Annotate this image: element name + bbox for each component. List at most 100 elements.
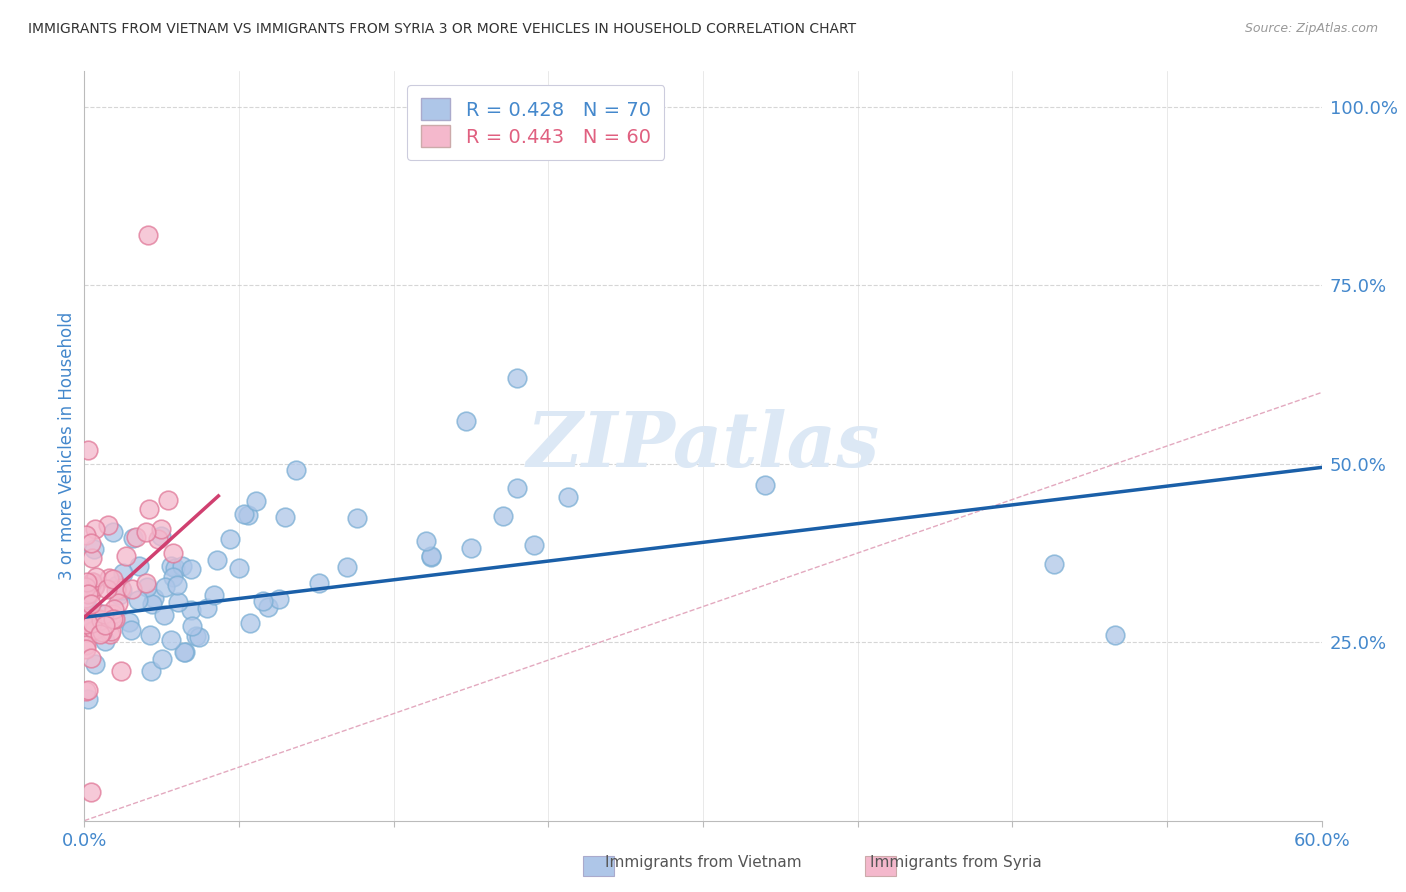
- Point: [91, 625, 114, 640]
- Point: [110, 582, 132, 596]
- Point: [80, 586, 103, 600]
- Point: [336, 559, 359, 574]
- Point: [79, 785, 101, 799]
- Point: [82, 574, 104, 589]
- Point: [75, 642, 97, 657]
- Point: [111, 583, 134, 598]
- Point: [162, 570, 184, 584]
- Point: [506, 482, 529, 496]
- Point: [84, 615, 107, 630]
- Point: [100, 624, 122, 638]
- Point: [75, 580, 97, 594]
- Point: [80, 597, 103, 611]
- Point: [233, 507, 256, 521]
- Point: [75, 638, 97, 652]
- Point: [93, 607, 115, 621]
- Point: [170, 559, 193, 574]
- Point: [173, 645, 195, 659]
- Point: [120, 623, 142, 637]
- Point: [83, 580, 105, 594]
- Point: [96, 582, 118, 597]
- Point: [150, 652, 173, 666]
- Text: Source: ZipAtlas.com: Source: ZipAtlas.com: [1244, 22, 1378, 36]
- Point: [136, 580, 159, 594]
- Point: [162, 546, 184, 560]
- Point: [75, 591, 97, 605]
- Point: [180, 602, 202, 616]
- Point: [89, 612, 111, 626]
- Point: [1104, 628, 1126, 642]
- Point: [98, 627, 121, 641]
- Point: [101, 524, 124, 539]
- Point: [269, 592, 291, 607]
- Point: [150, 522, 173, 536]
- Point: [308, 576, 330, 591]
- Point: [101, 607, 124, 621]
- Text: Immigrants from Syria: Immigrants from Syria: [870, 855, 1042, 870]
- Point: [79, 625, 101, 640]
- Point: [135, 524, 157, 539]
- Point: [97, 517, 120, 532]
- Point: [1042, 557, 1064, 571]
- Point: [202, 588, 225, 602]
- Point: [146, 533, 169, 547]
- Point: [460, 541, 482, 556]
- Point: [110, 665, 132, 679]
- Point: [104, 612, 127, 626]
- Point: [75, 617, 97, 632]
- Point: [124, 530, 146, 544]
- Point: [205, 553, 228, 567]
- Point: [83, 623, 105, 637]
- Point: [141, 597, 163, 611]
- Point: [105, 582, 128, 597]
- Point: [136, 228, 159, 243]
- Point: [492, 508, 515, 523]
- Point: [80, 535, 103, 549]
- Point: [114, 549, 136, 564]
- Point: [139, 664, 162, 678]
- Point: [80, 650, 103, 665]
- Point: [184, 629, 207, 643]
- Point: [84, 570, 107, 584]
- Point: [76, 575, 98, 590]
- Point: [94, 633, 117, 648]
- Point: [150, 528, 173, 542]
- Point: [82, 615, 104, 630]
- Point: [75, 528, 97, 542]
- Point: [156, 493, 179, 508]
- Point: [75, 611, 97, 625]
- Point: [128, 558, 150, 573]
- Point: [121, 582, 143, 596]
- Point: [107, 596, 129, 610]
- Point: [77, 587, 100, 601]
- Point: [118, 615, 141, 629]
- Text: IMMIGRANTS FROM VIETNAM VS IMMIGRANTS FROM SYRIA 3 OR MORE VEHICLES IN HOUSEHOLD: IMMIGRANTS FROM VIETNAM VS IMMIGRANTS FR…: [28, 22, 856, 37]
- Point: [87, 607, 110, 621]
- Point: [152, 607, 174, 622]
- Point: [89, 627, 111, 641]
- Point: [82, 579, 104, 593]
- Point: [160, 632, 183, 647]
- Point: [188, 630, 211, 644]
- Point: [108, 588, 131, 602]
- Point: [245, 494, 267, 508]
- Point: [139, 628, 162, 642]
- Point: [83, 541, 105, 556]
- Point: [90, 614, 112, 628]
- Point: [135, 575, 157, 590]
- Point: [75, 616, 97, 631]
- Point: [180, 562, 202, 576]
- Point: [415, 533, 437, 548]
- Point: [166, 578, 188, 592]
- Point: [84, 522, 107, 536]
- Point: [97, 571, 120, 585]
- Point: [103, 601, 125, 615]
- Point: [94, 617, 117, 632]
- Point: [252, 594, 274, 608]
- Point: [101, 612, 124, 626]
- Point: [127, 593, 149, 607]
- Point: [420, 550, 443, 565]
- Point: [218, 532, 240, 546]
- Point: [173, 645, 195, 659]
- Point: [77, 442, 100, 457]
